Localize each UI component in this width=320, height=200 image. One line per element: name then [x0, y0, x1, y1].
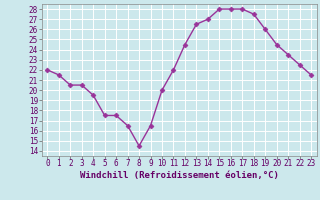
X-axis label: Windchill (Refroidissement éolien,°C): Windchill (Refroidissement éolien,°C)	[80, 171, 279, 180]
